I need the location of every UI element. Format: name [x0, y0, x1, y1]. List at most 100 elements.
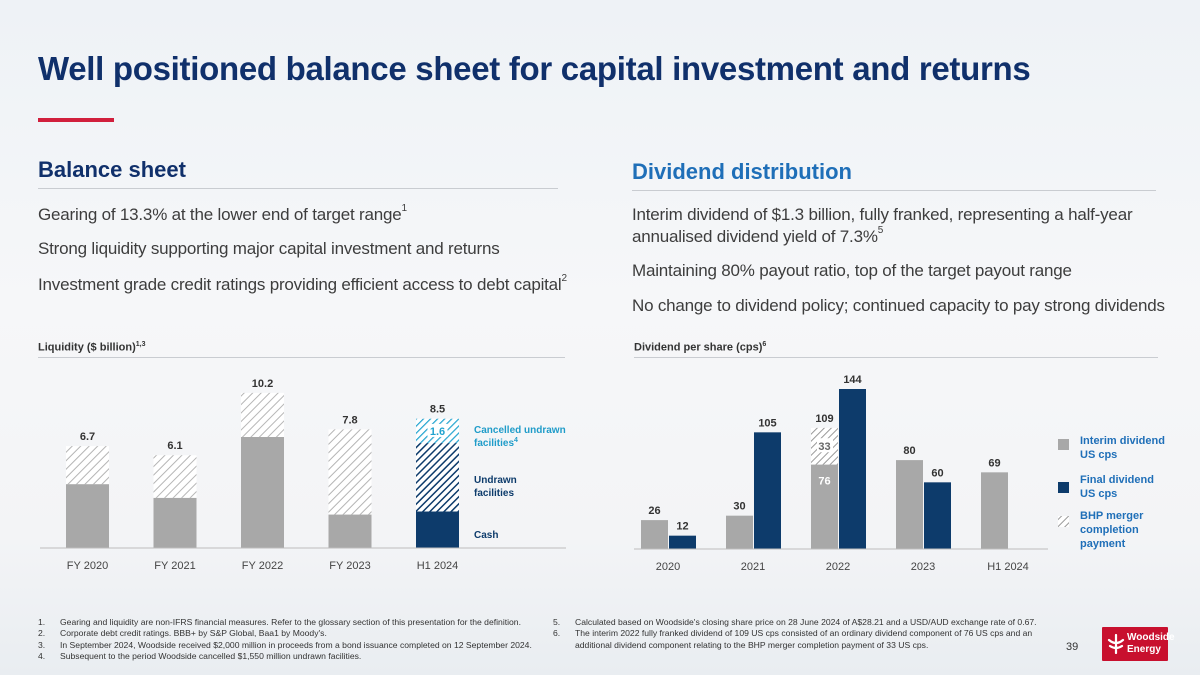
- footnote-6-cont: additional dividend component relating t…: [553, 640, 1037, 651]
- balance-bullet-gearing: Gearing of 13.3% at the lower end of tar…: [38, 203, 407, 225]
- dividend-category-label: 2022: [826, 561, 850, 573]
- footnotes-left: 1. Gearing and liquidity are non-IFRS fin…: [38, 617, 532, 663]
- legend-bhp-label: BHP merger: [1080, 510, 1144, 522]
- dividend-bullet-interim-cont-text: annualised dividend yield of 7.3%: [632, 227, 878, 246]
- footnote-number: 3.: [38, 639, 46, 650]
- footnote-text: Calculated based on Woodside's closing s…: [575, 617, 1037, 627]
- footnote-number: [553, 640, 575, 651]
- legend-final-label: Final dividend: [1080, 474, 1154, 486]
- page-title: Well positioned balance sheet for capita…: [38, 50, 1031, 87]
- liquidity-chart-title: Liquidity ($ billion)1,3: [38, 341, 146, 354]
- dividend-bars: [641, 389, 1008, 549]
- dividend-bullet-payout: Maintaining 80% payout ratio, top of the…: [632, 261, 1072, 280]
- footnote-5: 5. Calculated based on Woodside's closing…: [553, 617, 1037, 628]
- footnote-1: 1. Gearing and liquidity are non-IFRS fin…: [38, 617, 532, 628]
- footnote-4: 4. Subsequent to the period Woodside canc…: [38, 651, 532, 662]
- legend-final-swatch: [1058, 482, 1069, 493]
- liquidity-segment-label-bg: [427, 423, 448, 437]
- liquidity-bar-cash: [66, 484, 109, 548]
- footnote-text: The interim 2022 fully franked dividend …: [575, 628, 1033, 639]
- balance-bullet-gearing-text: Gearing of 13.3% at the lower end of tar…: [38, 205, 402, 224]
- liquidity-chart-rule: [38, 357, 565, 358]
- liquidity-category-label: H1 2024: [417, 560, 459, 572]
- woodside-logo-text: Woodside Energy: [1127, 632, 1175, 656]
- footnote-ref: 4: [514, 437, 518, 444]
- dividend-bhp-label: 33: [818, 441, 830, 453]
- dividend-bar-final: [924, 482, 951, 549]
- dividend-final-label: 12: [676, 521, 688, 533]
- dividend-final-label: 105: [758, 417, 776, 429]
- footnote-number: 5.: [553, 617, 561, 627]
- dividend-interim-label: 26: [648, 505, 660, 517]
- balance-bullet-credit-text: Investment grade credit ratings providin…: [38, 275, 562, 294]
- dividend-bullet-interim: Interim dividend of $1.3 billion, fully …: [632, 205, 1133, 224]
- dividend-category-label: 2021: [741, 561, 765, 573]
- legend-cancelled-text-2: facilities: [474, 438, 514, 449]
- liquidity-category-label: FY 2023: [329, 560, 370, 572]
- legend-undrawn-label-2: facilities: [474, 488, 514, 499]
- dividend-bar-interim: [726, 515, 753, 549]
- dividend-chart-title-text: Dividend per share (cps): [634, 341, 763, 354]
- dividend-category-label: H1 2024: [987, 561, 1029, 573]
- footnote-number: 1.: [38, 617, 46, 627]
- footnote-number: 2.: [38, 628, 46, 639]
- footnote-ref: 5: [877, 225, 884, 237]
- dividend-bar-interim: [811, 464, 838, 549]
- liquidity-bar-cash: [241, 436, 284, 548]
- footnote-text: additional dividend component relating t…: [575, 639, 929, 650]
- footnotes-right: 5. Calculated based on Woodside's closing…: [553, 617, 1037, 651]
- dividend-chart-rule: [634, 357, 1158, 358]
- footnote-ref: 2: [561, 273, 568, 285]
- liquidity-total-label: 6.7: [80, 431, 95, 443]
- liquidity-bar-undrawn: [416, 443, 459, 512]
- dividend-heading: Dividend distribution: [632, 159, 852, 184]
- legend-final-label-2: US cps: [1080, 488, 1117, 500]
- footnote-number: 4.: [38, 651, 46, 662]
- dividend-final-label: 144: [843, 374, 862, 386]
- liquidity-bars: [66, 392, 459, 548]
- legend-cancelled-label: Cancelled undrawn: [474, 425, 566, 436]
- liquidity-category-label: FY 2022: [242, 560, 283, 572]
- dividend-interim-inner-label: 76: [818, 476, 830, 488]
- liquidity-labels: 6.7 FY 2020 6.1 FY 2021 10.2 FY 2022 7.8 FY 202…: [67, 378, 458, 572]
- balance-bullet-liquidity: Strong liquidity supporting major capita…: [38, 239, 500, 258]
- woodside-logo-mark-icon: [1107, 634, 1125, 654]
- liquidity-total-label: 10.2: [252, 378, 273, 390]
- liquidity-chart-title-text: Liquidity ($ billion): [38, 341, 136, 354]
- liquidity-total-label: 6.1: [167, 440, 182, 452]
- dividend-interim-label: 30: [733, 501, 745, 513]
- footnote-text: Subsequent to the period Woodside cancel…: [60, 651, 362, 662]
- legend-bhp-label-2: completion: [1080, 524, 1139, 536]
- woodside-logo: Woodside Energy: [1102, 627, 1175, 661]
- footnote-2: 2. Corporate debt credit ratings. BBB+ by…: [38, 628, 532, 639]
- liquidity-segment-label: 1.6: [430, 426, 445, 438]
- dividend-interim-label: 69: [988, 457, 1000, 469]
- page-number: 39: [1066, 641, 1079, 653]
- footnote-text: Gearing and liquidity are non-IFRS finan…: [60, 617, 521, 627]
- dividend-final-label: 60: [931, 467, 943, 479]
- balance-sheet-rule: [38, 188, 558, 189]
- woodside-logo-line2: Energy: [1127, 644, 1161, 655]
- dividend-bullet-interim-cont: annualised dividend yield of 7.3%5: [632, 225, 884, 247]
- dividend-interim-total-label: 109: [815, 413, 833, 425]
- liquidity-bar-undrawn: [328, 429, 372, 515]
- dividend-labels: 26 12 2020 30 105 2021 33 76 109 144 2022 80 60 2023 6…: [648, 374, 1028, 573]
- legend-bhp-swatch: [1058, 516, 1069, 527]
- dividend-chart-title: Dividend per share (cps)6: [634, 341, 766, 354]
- balance-bullet-credit: Investment grade credit ratings providin…: [38, 273, 568, 295]
- dividend-bar-final: [669, 535, 696, 549]
- liquidity-total-label: 7.8: [342, 414, 357, 426]
- footnote-text: In September 2024, Woodside received $2,…: [60, 639, 532, 650]
- dividend-interim-label: 80: [903, 445, 915, 457]
- dividend-category-label: 2020: [656, 561, 680, 573]
- dividend-rule: [632, 190, 1156, 191]
- dividend-bar-interim: [641, 520, 668, 549]
- liquidity-category-label: FY 2020: [67, 560, 108, 572]
- dividend-bullet-policy: No change to dividend policy; continued …: [632, 296, 1165, 315]
- liquidity-bar-cash: [416, 511, 459, 548]
- legend-interim-label: Interim dividend: [1080, 435, 1165, 447]
- footnote-3: 3. In September 2024, Woodside received $…: [38, 640, 532, 651]
- liquidity-total-label: 8.5: [430, 404, 445, 416]
- footnote-text: Corporate debt credit ratings. BBB+ by S…: [60, 628, 327, 639]
